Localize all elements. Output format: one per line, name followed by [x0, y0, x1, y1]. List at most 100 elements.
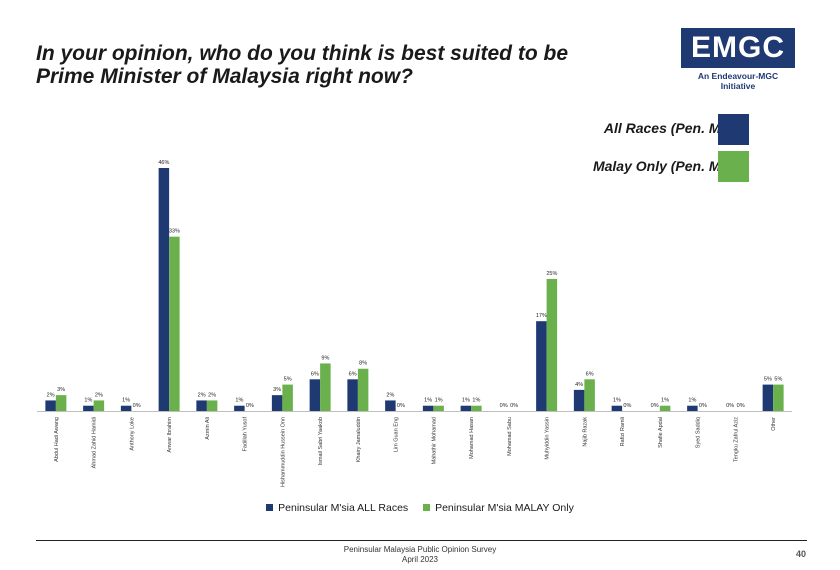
legend-label-malay-only: Peninsular M'sia MALAY Only [435, 502, 574, 514]
data-label-1-13: 25% [546, 271, 557, 277]
x-tick-label-2: Anthony Loke [129, 417, 135, 451]
bar-1-7 [320, 363, 331, 411]
footer: Peninsular Malaysia Public Opinion Surve… [0, 545, 840, 565]
data-label-1-0: 3% [57, 387, 65, 393]
footer-divider [36, 540, 807, 541]
data-label-0-8: 6% [349, 371, 357, 377]
bar-0-0 [45, 400, 56, 411]
bar-1-14 [584, 379, 595, 411]
data-label-1-14: 6% [586, 371, 594, 377]
bar-0-15 [611, 405, 623, 411]
legend-swatch-all-races [266, 504, 274, 511]
data-label-0-11: 1% [462, 398, 470, 404]
bar-0-10 [422, 405, 434, 411]
bar-0-14 [573, 389, 585, 411]
footer-date: April 2023 [401, 555, 439, 564]
data-label-0-18: 0% [726, 403, 734, 409]
data-label-1-18: 0% [737, 403, 745, 409]
data-label-0-12: 0% [500, 403, 508, 409]
data-label-1-8: 8% [359, 361, 367, 367]
bar-1-0 [55, 395, 67, 411]
footer-survey-name: Peninsular Malaysia Public Opinion Surve… [343, 545, 497, 554]
data-label-0-4: 2% [198, 392, 206, 398]
data-label-0-2: 1% [122, 398, 130, 404]
logo-tagline: An Endeavour-MGC Initiative [697, 71, 779, 91]
bar-0-11 [460, 405, 472, 411]
data-label-1-5: 0% [246, 403, 254, 409]
data-label-0-7: 6% [311, 371, 319, 377]
data-label-1-19: 5% [774, 377, 782, 383]
page-title: In your opinion, who do you think is bes… [36, 42, 636, 88]
key-swatch-malay-only [718, 151, 749, 182]
x-tick-label-6: Hishammuddin Hussein Onn [280, 417, 286, 487]
x-tick-label-3: Anwar Ibrahim [167, 417, 173, 453]
x-tick-label-8: Khairy Jamaluddin [356, 417, 362, 462]
x-tick-label-9: Lim Guan Eng [394, 417, 400, 452]
bar-0-5 [234, 405, 245, 411]
data-label-1-6: 5% [284, 377, 292, 383]
bar-chart: 2% 3% Abdul Hadi Awang 1% 2% Ahmad Zahid Hami… [37, 160, 792, 487]
x-tick-label-0: Abdul Hadi Awang [54, 417, 60, 462]
bar-0-8 [347, 379, 358, 411]
data-label-1-16: 1% [661, 398, 669, 404]
data-label-0-5: 1% [235, 398, 243, 404]
data-label-0-15: 1% [613, 398, 621, 404]
data-label-1-15: 0% [623, 403, 631, 409]
bar-1-13 [546, 278, 558, 411]
title-line-1: In your opinion, who do you think is bes… [36, 42, 568, 65]
data-label-0-3: 46% [158, 160, 169, 166]
bar-1-11 [471, 405, 482, 411]
data-label-0-13: 17% [536, 313, 547, 319]
bar-1-19 [773, 384, 784, 411]
x-tick-label-15: Rafizi Ramli [620, 417, 626, 446]
bar-0-17 [687, 405, 698, 411]
data-label-1-3: 33% [169, 229, 180, 235]
data-label-1-17: 0% [699, 403, 707, 409]
key-swatch-all-races [718, 114, 749, 145]
data-label-0-14: 4% [575, 382, 583, 388]
bar-0-4 [196, 400, 207, 411]
data-label-0-1: 1% [84, 398, 92, 404]
legend-item-all-races: Peninsular M'sia ALL Races [266, 502, 408, 514]
data-label-1-10: 1% [435, 398, 443, 404]
bar-1-4 [206, 400, 218, 411]
data-label-0-16: 0% [651, 403, 659, 409]
bar-1-6 [282, 384, 293, 411]
bar-0-2 [120, 405, 132, 411]
x-tick-label-12: Mohamad Sabu [507, 417, 513, 456]
key-label-all-races: All Races (Pen. M'sia) [603, 120, 748, 136]
data-label-1-2: 0% [133, 403, 141, 409]
x-tick-label-7: Ismail Sabri Yaakob [318, 417, 324, 465]
bar-0-13 [536, 321, 547, 411]
x-tick-label-4: Azmin Ali [205, 417, 211, 440]
logo-wordmark: EMGC [681, 28, 795, 68]
bar-1-3 [169, 236, 180, 411]
bar-0-19 [762, 384, 774, 411]
legend-swatch-malay-only [423, 504, 431, 511]
bar-0-6 [271, 395, 283, 411]
bar-0-9 [385, 400, 396, 411]
data-label-1-9: 0% [397, 403, 405, 409]
bar-0-7 [309, 379, 321, 411]
data-label-1-7: 9% [321, 355, 329, 361]
x-tick-label-16: Shafie Apdal [658, 417, 664, 448]
legend-item-malay-only: Peninsular M'sia MALAY Only [423, 502, 574, 514]
title-line-2: Prime Minister of Malaysia right now? [36, 65, 413, 88]
x-tick-label-1: Ahmad Zahid Hamidi [92, 417, 98, 468]
data-label-0-19: 5% [764, 377, 772, 383]
page-number: 40 [795, 549, 806, 559]
data-label-1-4: 2% [208, 392, 216, 398]
emgc-logo: EMGC An Endeavour-MGC Initiative [681, 28, 795, 91]
x-tick-label-14: Najib Razak [582, 417, 588, 447]
data-label-0-10: 1% [424, 398, 432, 404]
chart-legend: Peninsular M'sia ALL Races Peninsular M'… [0, 502, 840, 514]
bar-0-3 [158, 168, 170, 411]
data-label-0-9: 2% [386, 392, 394, 398]
data-label-0-6: 3% [273, 387, 281, 393]
bar-1-16 [659, 405, 671, 411]
bar-1-1 [93, 400, 105, 411]
data-label-0-17: 1% [688, 398, 696, 404]
legend-label-all-races: Peninsular M'sia ALL Races [278, 502, 409, 514]
x-tick-label-18: Tengku Zafrul Aziz [733, 417, 739, 462]
bar-1-8 [357, 368, 369, 411]
